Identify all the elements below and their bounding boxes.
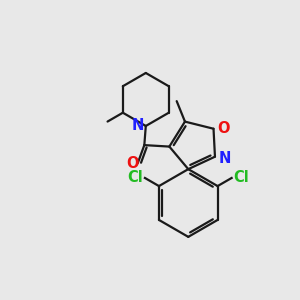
Text: Cl: Cl — [233, 170, 249, 185]
Text: O: O — [126, 156, 139, 171]
Text: N: N — [219, 151, 231, 166]
Text: O: O — [218, 121, 230, 136]
Text: N: N — [131, 118, 144, 134]
Text: Cl: Cl — [128, 170, 143, 185]
